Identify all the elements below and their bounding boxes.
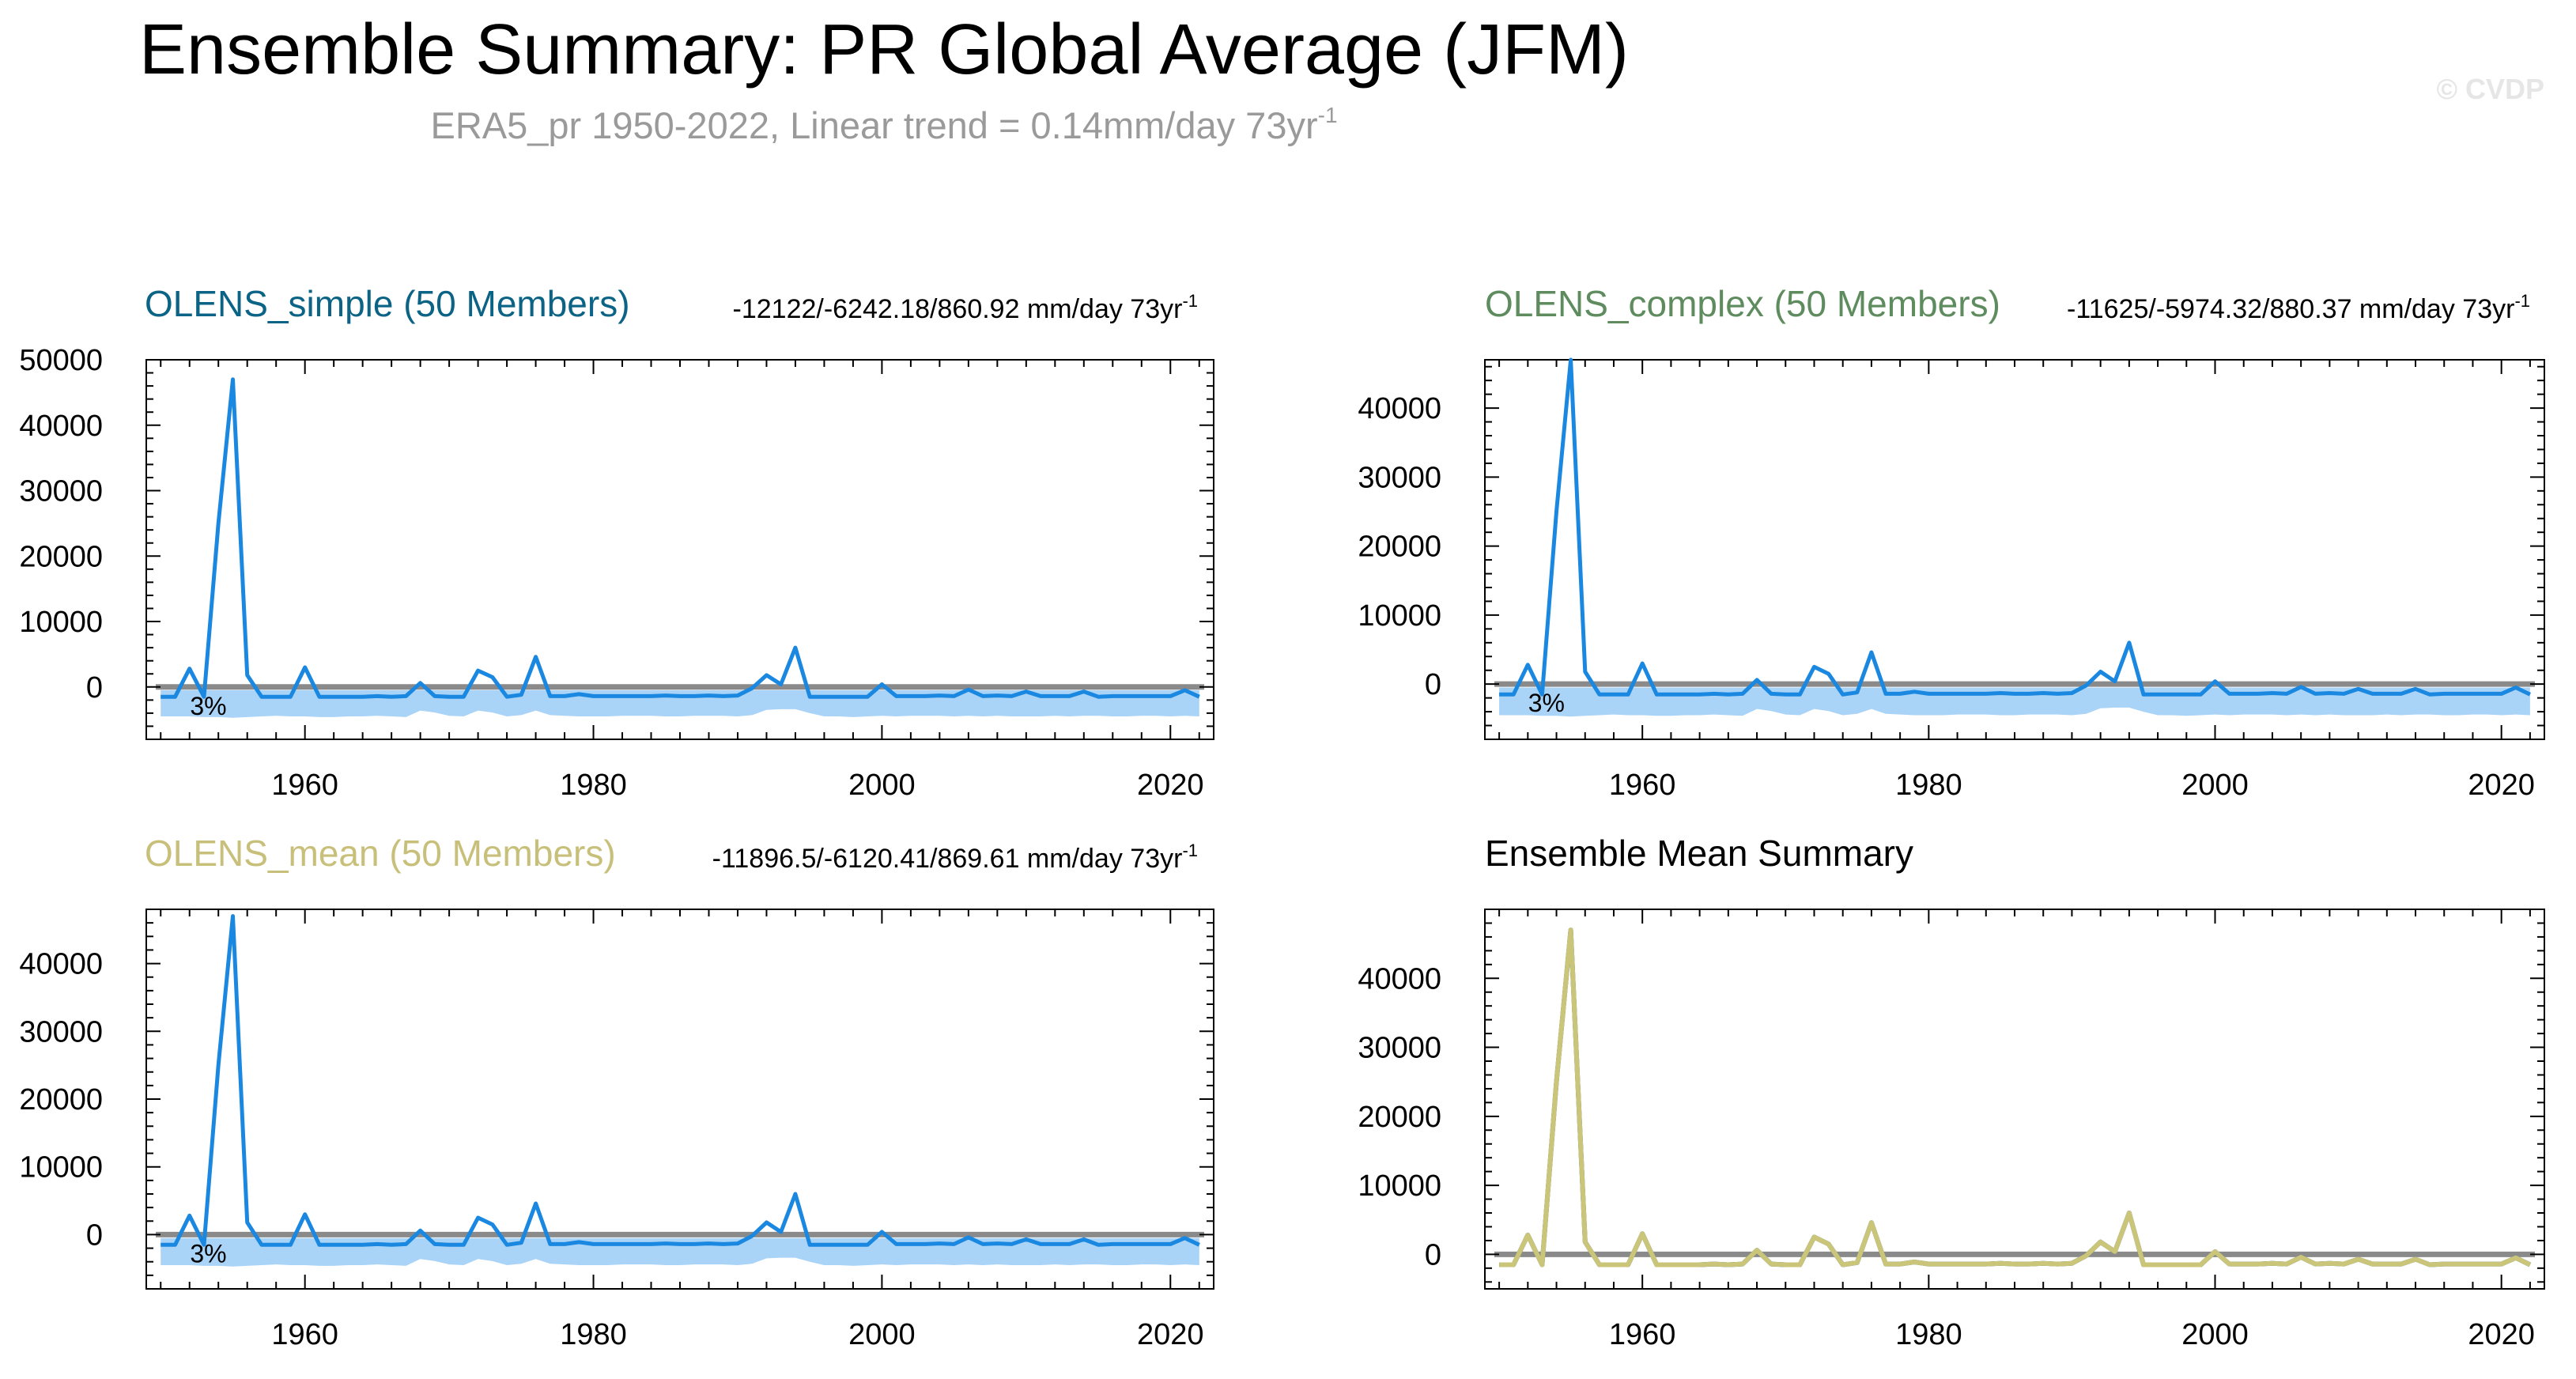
x-tick-label: 2000 bbox=[2181, 1318, 2249, 1351]
x-tick-label: 2000 bbox=[2181, 769, 2249, 802]
panel-mean: OLENS_mean (50 Members) -11896.5/-6120.41… bbox=[19, 833, 1214, 1351]
percent-label: 3% bbox=[1528, 689, 1565, 717]
panel-title: OLENS_simple (50 Members) bbox=[145, 283, 630, 324]
percent-label: 3% bbox=[190, 1239, 226, 1268]
y-tick-label: 40000 bbox=[19, 948, 103, 981]
plot-frame bbox=[145, 359, 1214, 740]
y-tick-label: 40000 bbox=[19, 410, 103, 443]
x-tick-label: 1960 bbox=[1609, 1318, 1676, 1351]
y-tick-label: 0 bbox=[1425, 1238, 1441, 1271]
main-title: Ensemble Summary: PR Global Average (JFM… bbox=[139, 10, 1629, 89]
y-tick-label: 50000 bbox=[19, 344, 103, 377]
subtitle-sup: -1 bbox=[1318, 103, 1338, 127]
x-tick-label: 1960 bbox=[271, 1318, 338, 1351]
x-tick-label: 2020 bbox=[1137, 769, 1204, 802]
y-tick-label: 20000 bbox=[19, 1083, 103, 1116]
series-line-era5_pr bbox=[1499, 357, 2531, 697]
y-tick-label: 0 bbox=[86, 671, 103, 705]
y-tick-label: 40000 bbox=[1358, 962, 1441, 996]
y-tick-label: 40000 bbox=[1358, 392, 1441, 425]
x-tick-label: 1980 bbox=[1895, 1318, 1962, 1351]
y-tick-label: 10000 bbox=[1358, 1169, 1441, 1203]
y-tick-label: 30000 bbox=[19, 1015, 103, 1048]
panel-complex: OLENS_complex (50 Members) -11625/-5974.3… bbox=[1358, 283, 2545, 802]
y-tick-label: 10000 bbox=[19, 606, 103, 639]
x-tick-label: 1980 bbox=[1895, 769, 1962, 802]
series-line-olens_mean bbox=[1499, 928, 2532, 1268]
trend-text: -12122/-6242.18/860.92 mm/day 73yr-1 bbox=[733, 291, 1198, 324]
trend-text: -11625/-5974.32/880.37 mm/day 73yr-1 bbox=[2067, 291, 2530, 324]
subtitle-text: ERA5_pr 1950-2022, Linear trend = 0.14mm… bbox=[430, 104, 1317, 146]
x-tick-label: 2020 bbox=[1137, 1318, 1204, 1351]
x-tick-label: 2020 bbox=[2468, 1318, 2535, 1351]
trend-sup: -1 bbox=[2514, 291, 2530, 311]
y-tick-label: 20000 bbox=[1358, 531, 1441, 564]
y-tick-label: 30000 bbox=[1358, 1032, 1441, 1065]
y-tick-label: 10000 bbox=[1358, 599, 1441, 633]
y-tick-label: 0 bbox=[1425, 668, 1441, 701]
trend-value: -11896.5/-6120.41/869.61 mm/day 73yr bbox=[712, 844, 1183, 874]
percent-label: 3% bbox=[190, 692, 226, 720]
y-tick-label: 30000 bbox=[19, 475, 103, 508]
x-tick-label: 2000 bbox=[848, 769, 916, 802]
x-tick-label: 1980 bbox=[560, 1318, 627, 1351]
trend-sup: -1 bbox=[1182, 291, 1198, 311]
watermark: © CVDP bbox=[2436, 73, 2544, 105]
subtitle: ERA5_pr 1950-2022, Linear trend = 0.14mm… bbox=[430, 103, 1337, 146]
panel-title: OLENS_mean (50 Members) bbox=[145, 833, 616, 874]
x-tick-label: 1960 bbox=[1609, 769, 1676, 802]
x-tick-label: 1980 bbox=[560, 769, 627, 802]
panel-simple: OLENS_simple (50 Members) -12122/-6242.18… bbox=[19, 283, 1214, 802]
trend-text: -11896.5/-6120.41/869.61 mm/day 73yr-1 bbox=[712, 841, 1198, 874]
y-tick-label: 20000 bbox=[19, 540, 103, 573]
x-tick-label: 2020 bbox=[2468, 769, 2535, 802]
trend-value: -12122/-6242.18/860.92 mm/day 73yr bbox=[733, 294, 1183, 324]
series-line-olens_simple bbox=[1499, 928, 2532, 1268]
x-tick-label: 2000 bbox=[848, 1318, 916, 1351]
y-tick-label: 30000 bbox=[1358, 461, 1441, 494]
x-tick-label: 1960 bbox=[271, 769, 338, 802]
panel-title: Ensemble Mean Summary bbox=[1485, 833, 1913, 874]
series-line-era5_pr bbox=[161, 377, 1200, 699]
trend-value: -11625/-5974.32/880.37 mm/day 73yr bbox=[2067, 294, 2514, 324]
y-tick-label: 10000 bbox=[19, 1151, 103, 1184]
series-line-era5_pr bbox=[161, 914, 1200, 1247]
trend-sup: -1 bbox=[1182, 841, 1198, 860]
y-tick-label: 0 bbox=[86, 1218, 103, 1252]
panel-title: OLENS_complex (50 Members) bbox=[1485, 283, 2000, 324]
panel-ensemble-mean-summary: Ensemble Mean Summary 0 10000 20000 30000 400… bbox=[1358, 833, 2545, 1351]
y-tick-label: 20000 bbox=[1358, 1101, 1441, 1134]
